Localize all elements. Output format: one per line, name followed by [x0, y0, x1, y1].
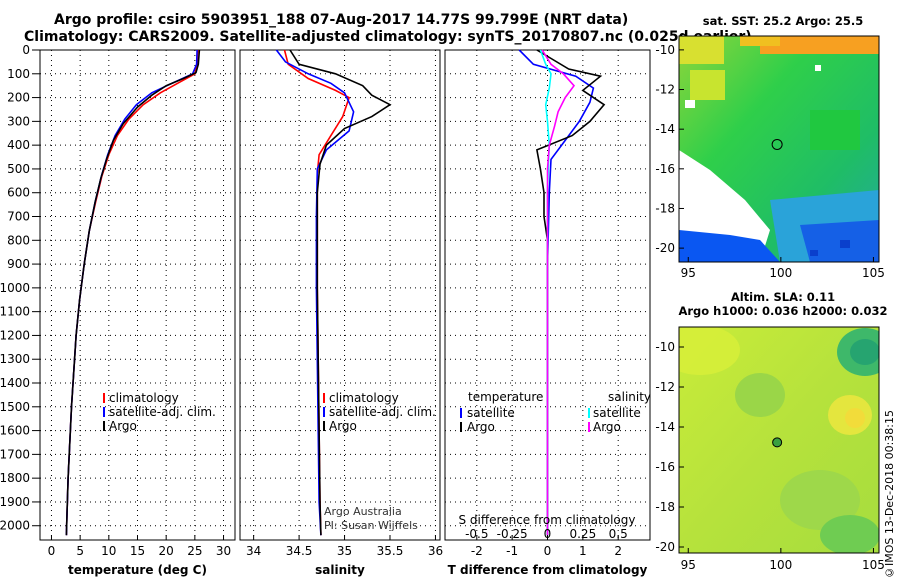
profile-charts: 0 5 10 15 20 25 30 34 34.5 35 35.5 36 -2 -1 0 1 20100200…: [0, 43, 651, 558]
depth-tick-label: 300: [7, 114, 30, 128]
salinity-xtick-label: 35: [337, 544, 352, 558]
depth-tick-label: 1100: [0, 305, 30, 319]
depth-tick-label: 900: [7, 257, 30, 271]
diff-legend-temp-head: temperature: [468, 390, 543, 404]
sla-lat-label: -18: [655, 500, 675, 514]
sla-lon-label: 105: [862, 558, 885, 572]
sla-lat-label: -20: [655, 540, 675, 554]
s-diff-tick-label: 0.5: [609, 527, 628, 541]
depth-tick-label: 1200: [0, 328, 30, 342]
sla-map: [679, 327, 879, 553]
difference-xtick-label: 2: [614, 544, 622, 558]
difference-line-salinity-argo: [541, 49, 576, 536]
difference-xtick-label: 0: [544, 544, 552, 558]
temperature-line-argo: [65, 49, 201, 536]
sla-float-marker: [772, 437, 783, 448]
diff-legend-s-label: Argo: [593, 420, 621, 434]
depth-tick-label: 800: [7, 233, 30, 247]
difference-xtick-label: -2: [471, 544, 483, 558]
header-line2: Climatology: CARS2009. Satellite-adjuste…: [24, 29, 752, 45]
credit-line1: Argo Australia: [324, 505, 402, 518]
depth-tick-label: 1300: [0, 352, 30, 366]
depth-tick-label: 200: [7, 91, 30, 105]
depth-tick-label: 0: [22, 43, 30, 57]
sst-lat-label: -14: [655, 122, 675, 136]
temperature-xtick-label: 20: [159, 544, 174, 558]
diff-legend-sal-head: salinity: [608, 390, 651, 404]
sla-lat-label: -16: [655, 460, 675, 474]
s-diff-tick-label: 0: [544, 527, 552, 541]
salinity-xlabel: salinity: [315, 563, 365, 577]
sst-lat-label: -12: [655, 83, 675, 97]
salinity-line-argo: [289, 49, 392, 536]
sla-lon-label: 100: [769, 558, 792, 572]
temperature-legend-label: Argo: [109, 419, 137, 433]
salinity-legend-label: Argo: [329, 419, 357, 433]
sla-map-title2: Argo h1000: 0.036 h2000: 0.032: [678, 304, 888, 318]
salinity-xtick-label: 34: [246, 544, 261, 558]
sst-lat-label: -20: [655, 241, 675, 255]
salinity-xtick-label: 35.5: [377, 544, 404, 558]
temperature-xtick-label: 10: [101, 544, 116, 558]
salinity-legend-label: climatology: [329, 391, 399, 405]
sla-lat-label: -14: [655, 420, 675, 434]
sla-map-title1: Altim. SLA: 0.11: [730, 290, 836, 304]
temperature-xtick-label: 5: [76, 544, 84, 558]
difference-xlabel: T difference from climatology: [447, 563, 648, 577]
maps-area: -10 -10 -12 -12 -14 -14 -16 -16 -18 -18 -20 -20 95 95…: [655, 35, 885, 572]
salinity-xtick-label: 36: [428, 544, 443, 558]
depth-tick-label: 600: [7, 186, 30, 200]
sst-lon-label: 105: [862, 266, 885, 280]
sla-lat-label: -12: [655, 380, 675, 394]
salinity-xtick-label: 34.5: [286, 544, 313, 558]
sla-lat-label: -10: [655, 340, 675, 354]
temperature-xtick-label: 0: [48, 544, 56, 558]
sst-lon-label: 100: [769, 266, 792, 280]
depth-tick-label: 1500: [0, 400, 30, 414]
depth-tick-label: 500: [7, 162, 30, 176]
depth-tick-label: 400: [7, 138, 30, 152]
difference-xtick-label: 1: [579, 544, 587, 558]
salinity-legend-label: satellite-adj. clim.: [329, 405, 436, 419]
credit-line2: PI: Susan Wijffels: [324, 519, 418, 532]
temperature-legend-label: satellite-adj. clim.: [109, 405, 216, 419]
depth-tick-label: 1900: [0, 495, 30, 509]
diff-legend-s-label: satellite: [593, 406, 641, 420]
salinity-frame: [239, 49, 441, 541]
depth-tick-label: 1400: [0, 376, 30, 390]
depth-tick-label: 1700: [0, 447, 30, 461]
depth-tick-label: 100: [7, 67, 30, 81]
s-diff-tick-label: 0.25: [569, 527, 596, 541]
s-diff-title: S difference from climatology: [459, 513, 636, 527]
depth-tick-label: 700: [7, 210, 30, 224]
diff-legend-t-label: Argo: [467, 420, 495, 434]
difference-xtick-label: -1: [506, 544, 518, 558]
imos-stamp: ©IMOS 13-Dec-2018 00:38:15: [883, 410, 896, 579]
temperature-legend-label: climatology: [109, 391, 179, 405]
depth-tick-label: 1000: [0, 281, 30, 295]
sst-float-marker: [771, 138, 783, 150]
temperature-xlabel: temperature (deg C): [68, 563, 207, 577]
temperature-xtick-label: 25: [187, 544, 202, 558]
s-diff-tick-label: -0.25: [497, 527, 528, 541]
depth-tick-label: 2000: [0, 519, 30, 533]
sst-lon-label: 95: [681, 266, 696, 280]
sla-lon-label: 95: [681, 558, 696, 572]
temperature-xtick-label: 30: [216, 544, 231, 558]
sst-lat-label: -16: [655, 162, 675, 176]
sst-lat-label: -18: [655, 201, 675, 215]
header-line1: Argo profile: csiro 5903951_188 07-Aug-2…: [54, 12, 629, 28]
sst-map-title: sat. SST: 25.2 Argo: 25.5: [702, 14, 864, 28]
temperature-xtick-label: 15: [130, 544, 145, 558]
s-diff-tick-label: -0.5: [465, 527, 488, 541]
depth-tick-label: 1600: [0, 424, 30, 438]
sst-lat-label: -10: [655, 43, 675, 57]
depth-tick-label: 1800: [0, 471, 30, 485]
salinity-line-satellite-adj-clim-: [275, 49, 355, 536]
diff-legend-t-label: satellite: [467, 406, 515, 420]
